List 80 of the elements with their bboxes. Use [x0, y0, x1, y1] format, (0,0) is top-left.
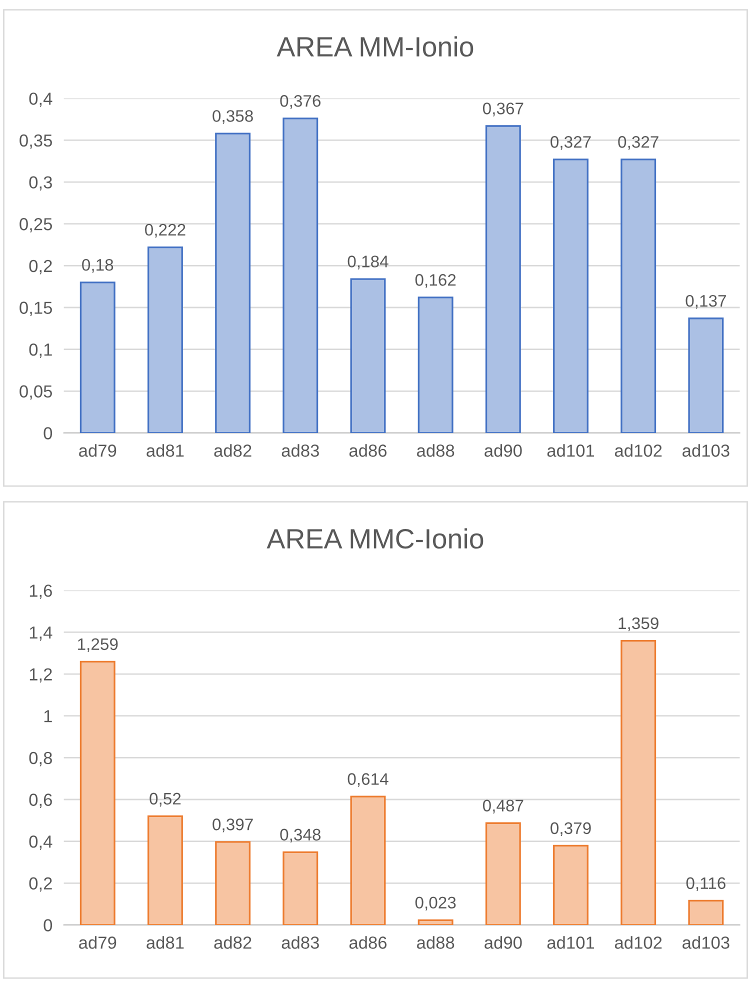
- x-tick-label: ad79: [79, 936, 116, 949]
- data-label: 0,327: [550, 136, 591, 150]
- x-tick-label: ad82: [214, 444, 252, 457]
- y-tick-label: 1,2: [30, 668, 52, 683]
- bar: [282, 118, 318, 433]
- x-tick-label: ad102: [614, 444, 662, 457]
- bar: [350, 796, 386, 925]
- data-label: 0,358: [212, 110, 253, 124]
- data-label: 0,162: [415, 274, 456, 288]
- y-tick-label: 0,4: [29, 835, 52, 850]
- bar: [418, 919, 454, 925]
- bar: [147, 815, 183, 925]
- data-label: 0,116: [686, 877, 726, 892]
- y-tick-label: 0,8: [29, 752, 52, 766]
- x-tick-label: ad88: [417, 936, 454, 949]
- y-tick-label: 0,2: [29, 260, 52, 274]
- bar: [215, 841, 251, 925]
- y-tick-label: 0: [44, 919, 52, 932]
- bar: [80, 660, 116, 925]
- x-tick-label: ad103: [682, 936, 730, 949]
- bar: [553, 158, 588, 433]
- x-tick-label: ad81: [146, 936, 184, 949]
- bar: [350, 278, 386, 433]
- y-tick-label: 1: [44, 710, 52, 722]
- bar: [418, 296, 454, 433]
- x-tick-label: ad81: [146, 444, 184, 457]
- y-tick-label: 0,2: [29, 877, 52, 892]
- x-tick-label: ad88: [417, 444, 454, 457]
- y-tick-label: 1,6: [30, 584, 52, 599]
- bar: [485, 822, 521, 925]
- data-label: 0,18: [82, 258, 114, 273]
- bar: [688, 318, 724, 433]
- data-label: 0,023: [415, 896, 456, 910]
- data-label: 0,367: [482, 102, 524, 116]
- y-tick-label: 1,4: [30, 626, 52, 641]
- x-tick-label: ad90: [484, 444, 522, 457]
- data-label: 0,327: [618, 136, 658, 150]
- x-tick-label: ad102: [614, 936, 662, 949]
- x-tick-label: ad90: [484, 936, 522, 949]
- bar: [80, 282, 116, 433]
- y-tick-label: 0,4: [29, 92, 52, 107]
- bar: [215, 132, 251, 433]
- y-tick-label: 0,25: [20, 218, 52, 232]
- y-tick-label: 0,05: [20, 385, 52, 400]
- data-label: 0,614: [348, 773, 388, 787]
- data-label: 0,137: [686, 294, 726, 309]
- bar: [553, 844, 588, 925]
- bar: [485, 125, 521, 433]
- x-tick-label: ad101: [547, 444, 594, 457]
- bar: [282, 851, 318, 925]
- y-tick-label: 0,6: [29, 794, 52, 808]
- bar: [620, 640, 656, 925]
- data-label: 0,376: [280, 95, 321, 109]
- y-tick-label: 0,35: [20, 134, 52, 149]
- chart-title: AREA MMC-Ionio: [266, 528, 484, 549]
- y-tick-label: 0,15: [20, 302, 52, 316]
- data-label: 0,184: [348, 256, 388, 270]
- y-tick-label: 0: [44, 427, 52, 440]
- data-label: 0,348: [280, 828, 321, 843]
- x-tick-label: ad86: [349, 444, 387, 457]
- x-tick-label: ad86: [349, 936, 387, 949]
- x-tick-label: ad82: [214, 936, 252, 949]
- x-tick-label: ad103: [682, 444, 730, 457]
- data-label: 0,222: [145, 224, 186, 238]
- bar: [147, 246, 183, 433]
- data-label: 0,487: [482, 800, 524, 814]
- bar: [620, 158, 656, 433]
- data-label: 0,397: [212, 818, 253, 832]
- x-tick-label: ad83: [282, 936, 319, 949]
- y-tick-label: 0,3: [29, 176, 52, 191]
- data-label: 1,359: [618, 617, 658, 632]
- data-label: 1,259: [78, 638, 118, 652]
- x-tick-label: ad83: [282, 444, 319, 457]
- bar: [688, 900, 724, 925]
- data-label: 0,52: [150, 792, 181, 807]
- y-tick-label: 0,1: [29, 343, 52, 358]
- x-tick-label: ad101: [547, 936, 594, 949]
- data-label: 0,379: [550, 822, 591, 836]
- x-tick-label: ad79: [79, 444, 116, 457]
- chart-title: AREA MM-Ionio: [276, 36, 474, 57]
